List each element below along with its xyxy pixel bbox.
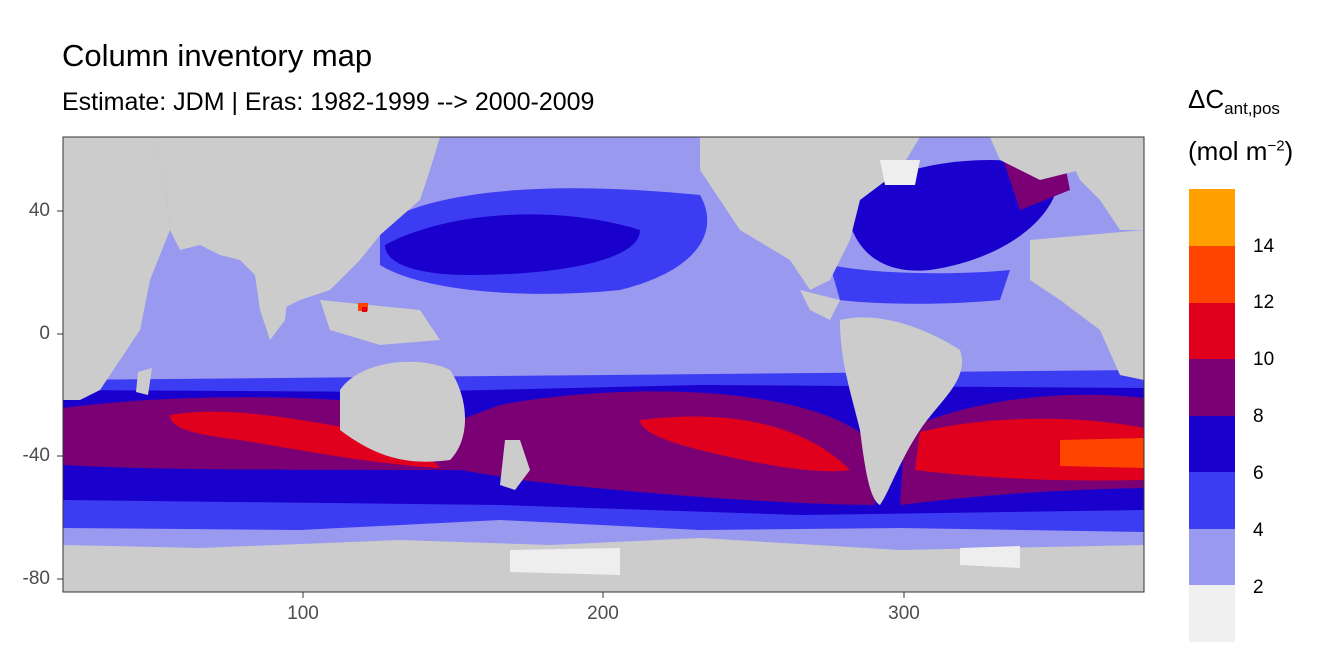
legend-title-sub: ant,pos: [1224, 99, 1280, 119]
legend-label-12: 12: [1253, 292, 1275, 313]
india: [255, 275, 290, 340]
xtick-label-300: 300: [888, 603, 920, 624]
map-subtitle: Estimate: JDM | Eras: 1982-1999 --> 2000…: [62, 88, 595, 116]
africa-west: [1030, 230, 1144, 380]
legend-label-14: 14: [1253, 236, 1275, 257]
legend-unit: (mol m−2): [1188, 136, 1293, 167]
legend-unit-sup: −2: [1267, 137, 1285, 155]
africa: [63, 137, 170, 400]
legend-label-2: 2: [1253, 577, 1264, 598]
ytick-label-40: 40: [28, 200, 50, 221]
legend-swatch-7: [1189, 246, 1235, 303]
band-red-indian: [170, 411, 440, 468]
xtick-label-100: 100: [287, 603, 319, 624]
ytick-label-minus80: -80: [22, 568, 50, 589]
madagascar: [136, 368, 152, 395]
ice-shelf-ross: [510, 548, 620, 575]
legend-label-6: 6: [1253, 463, 1264, 484]
south-america: [840, 317, 962, 505]
ytick-label-minus40: -40: [22, 445, 50, 466]
legend-label-4: 4: [1253, 520, 1264, 541]
legend-swatch-8: [1189, 189, 1235, 246]
asia: [150, 137, 440, 310]
land-masses: [63, 137, 1144, 592]
australia: [340, 361, 465, 462]
legend-swatch-3: [1189, 472, 1235, 529]
legend-title: ΔCant,pos: [1188, 84, 1280, 119]
ytick-label-0: 0: [39, 323, 50, 344]
hudson-bay-shelf: [880, 160, 920, 185]
north-atlantic-outer: [830, 265, 1010, 304]
new-zealand: [500, 440, 530, 490]
legend-swatch-1: [1189, 585, 1235, 642]
north-pacific-core: [385, 214, 640, 275]
legend-unit-end: ): [1284, 136, 1294, 166]
band-red-pacific: [640, 416, 850, 472]
central-america: [800, 290, 840, 320]
indonesia: [320, 300, 440, 345]
ice-shelf-weddell: [960, 546, 1020, 568]
legend-swatch-5: [1189, 359, 1235, 416]
map-title: Column inventory map: [62, 38, 373, 73]
legend-label-8: 8: [1253, 406, 1264, 427]
legend-unit-main: (mol m: [1188, 136, 1268, 166]
legend-swatch-6: [1189, 302, 1235, 359]
north-america: [700, 137, 920, 290]
legend-title-main: ΔC: [1188, 84, 1225, 114]
hotspot-red: [362, 307, 367, 312]
legend-label-10: 10: [1253, 349, 1275, 370]
legend-swatch-2: [1189, 528, 1235, 585]
legend-swatch-4: [1189, 415, 1235, 472]
europe: [1060, 137, 1144, 230]
band-orange-atlantic: [1060, 438, 1144, 468]
north-atlantic-gyre: [845, 160, 1060, 271]
xtick-label-200: 200: [587, 603, 619, 624]
